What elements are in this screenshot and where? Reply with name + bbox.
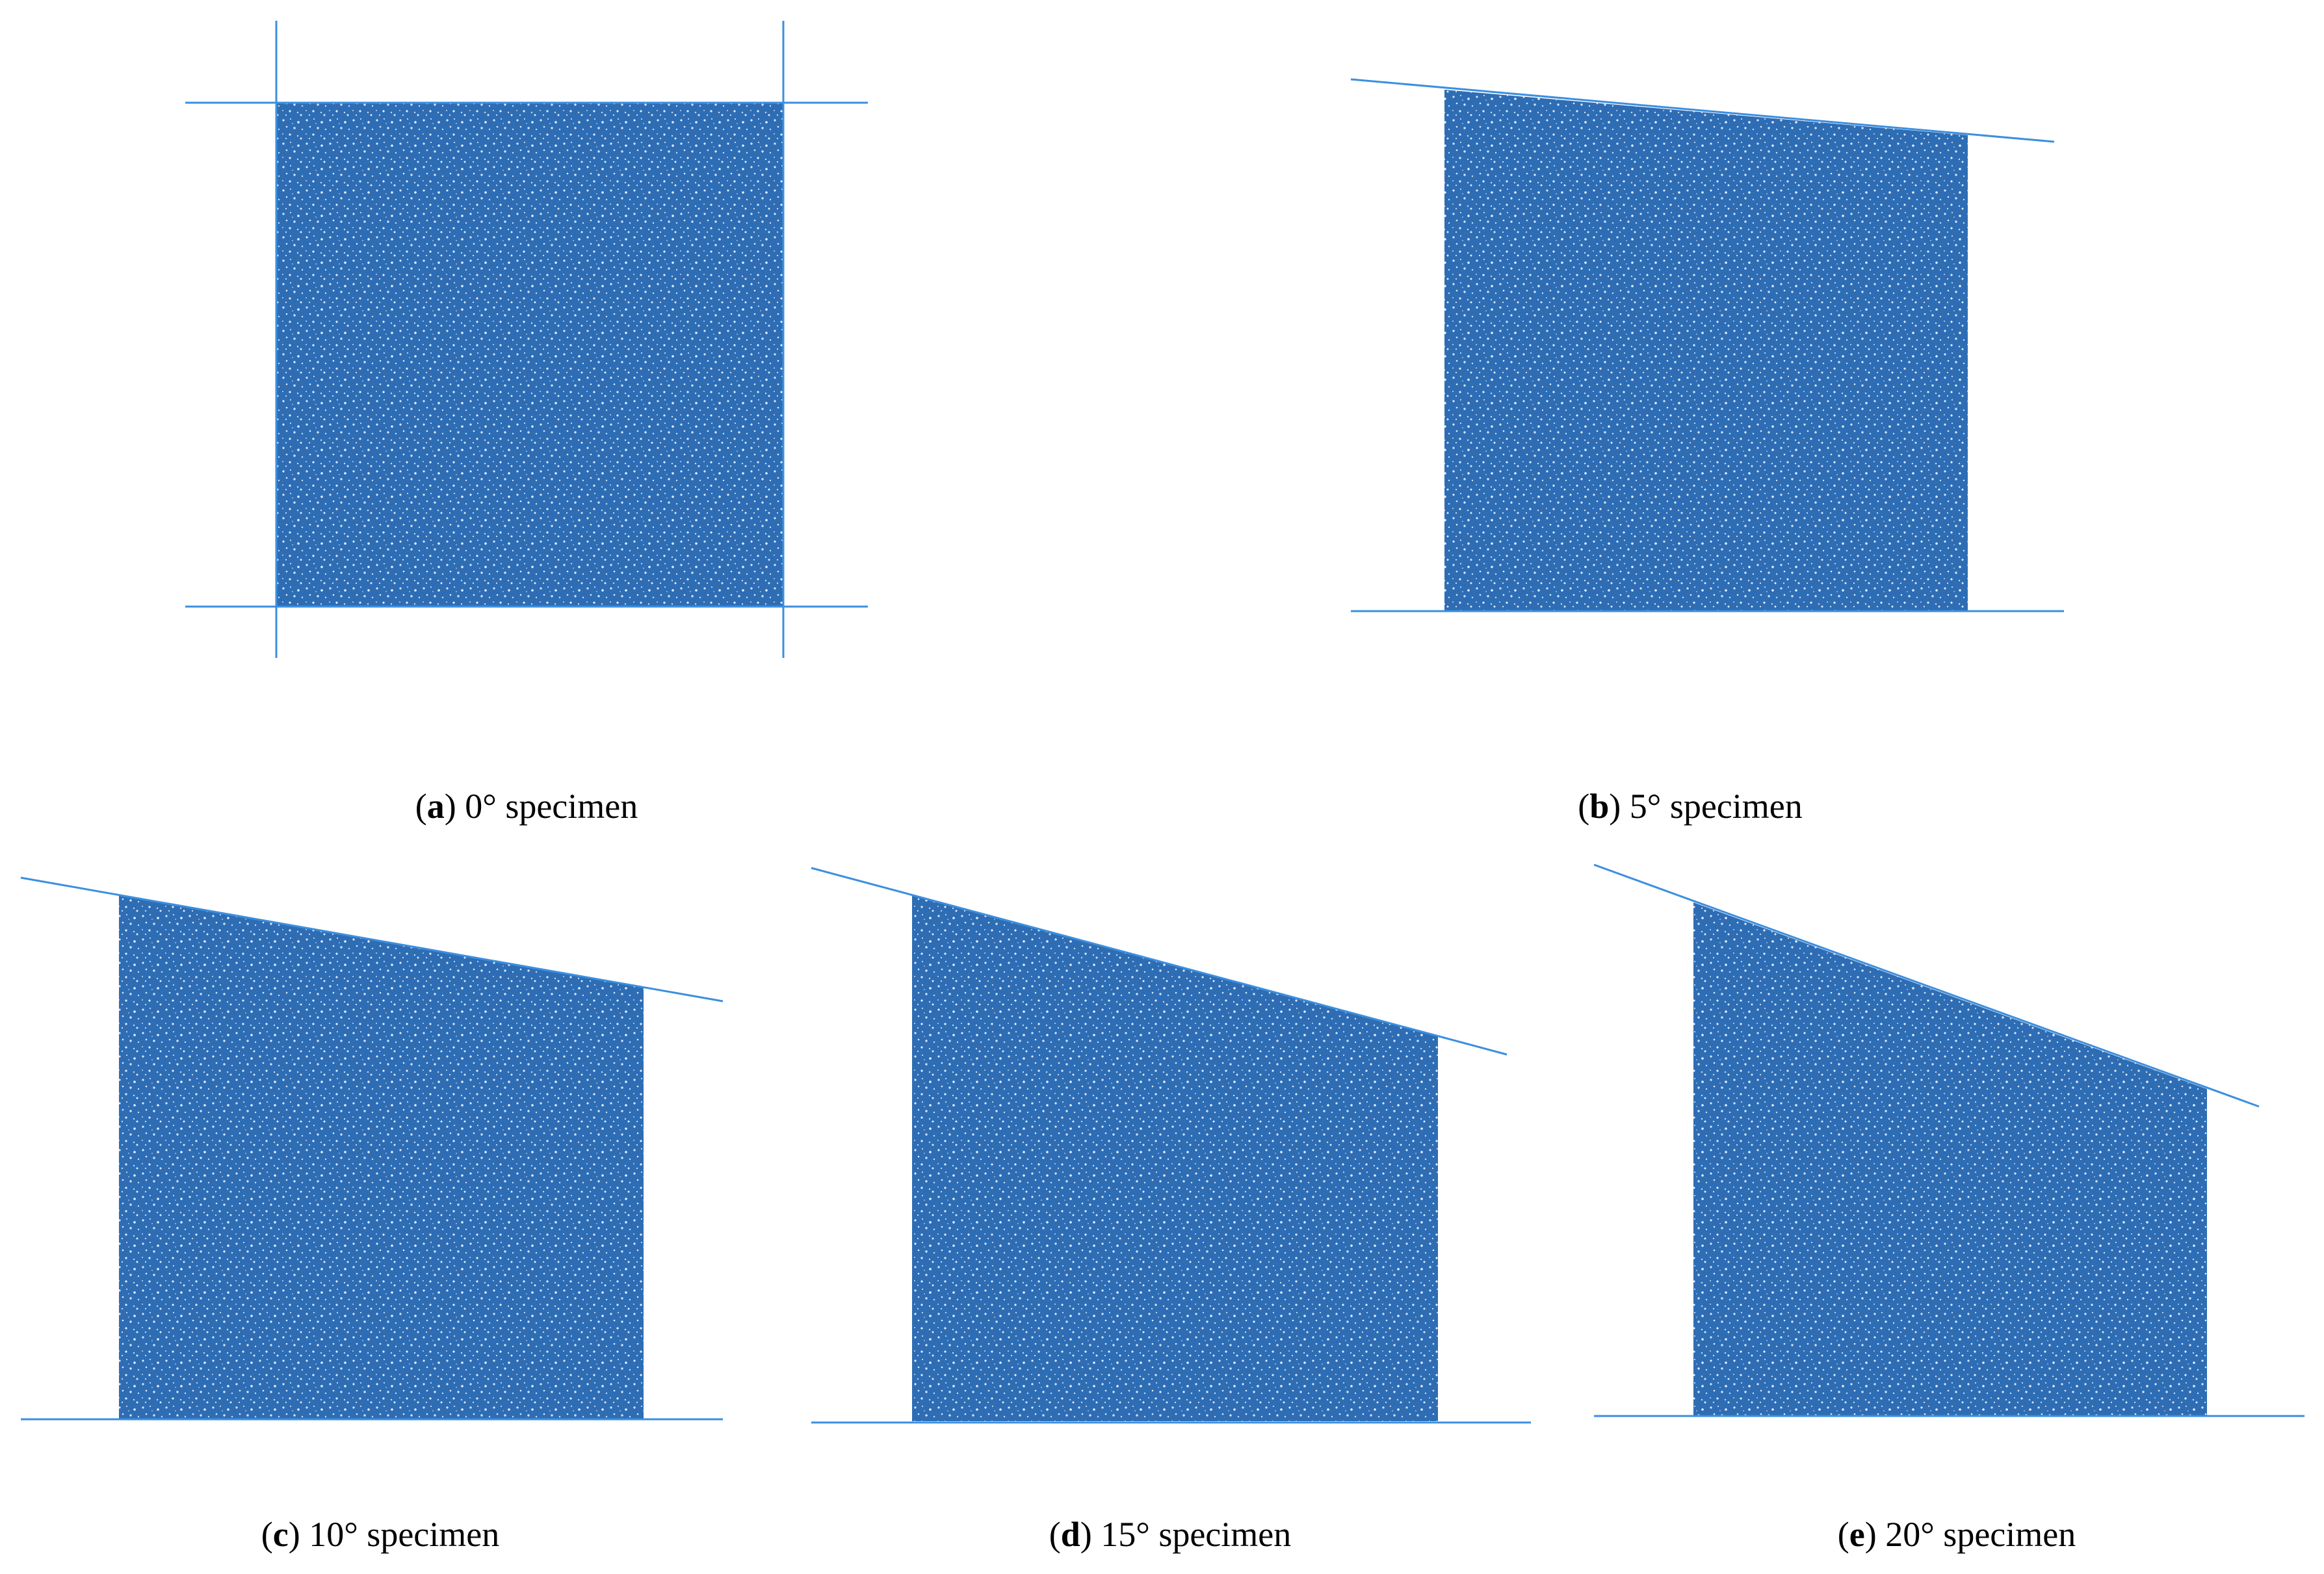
specimen-e xyxy=(1693,902,2207,1416)
boundary-lines-b xyxy=(1350,78,2064,612)
top-wall-d xyxy=(811,867,1508,1056)
caption-b: (b) 5° specimen xyxy=(1578,787,1803,826)
boundary-lines-a xyxy=(185,21,868,658)
specimen-d xyxy=(912,896,1438,1421)
caption-a: (a) 0° specimen xyxy=(415,787,638,826)
panel-a: (a) 0° specimen xyxy=(185,21,868,826)
panel-c: (c) 10° specimen xyxy=(20,876,724,1554)
panel-d: (d) 15° specimen xyxy=(811,867,1531,1554)
boundary-lines-e xyxy=(1593,863,2304,1417)
caption-d: (d) 15° specimen xyxy=(1049,1515,1292,1554)
panel-b: (b) 5° specimen xyxy=(1350,78,2064,826)
top-wall-e xyxy=(1593,863,2260,1108)
panel-e: (e) 20° specimen xyxy=(1593,863,2304,1554)
specimen-a xyxy=(276,103,783,607)
boundary-lines-c xyxy=(20,876,724,1421)
caption-c: (c) 10° specimen xyxy=(261,1515,499,1554)
boundary-lines-d xyxy=(811,867,1531,1424)
top-wall-b xyxy=(1350,78,2055,143)
top-wall-c xyxy=(20,876,724,1003)
specimen-c xyxy=(119,896,644,1419)
caption-e: (e) 20° specimen xyxy=(1838,1515,2076,1554)
specimen-b xyxy=(1444,90,1968,611)
